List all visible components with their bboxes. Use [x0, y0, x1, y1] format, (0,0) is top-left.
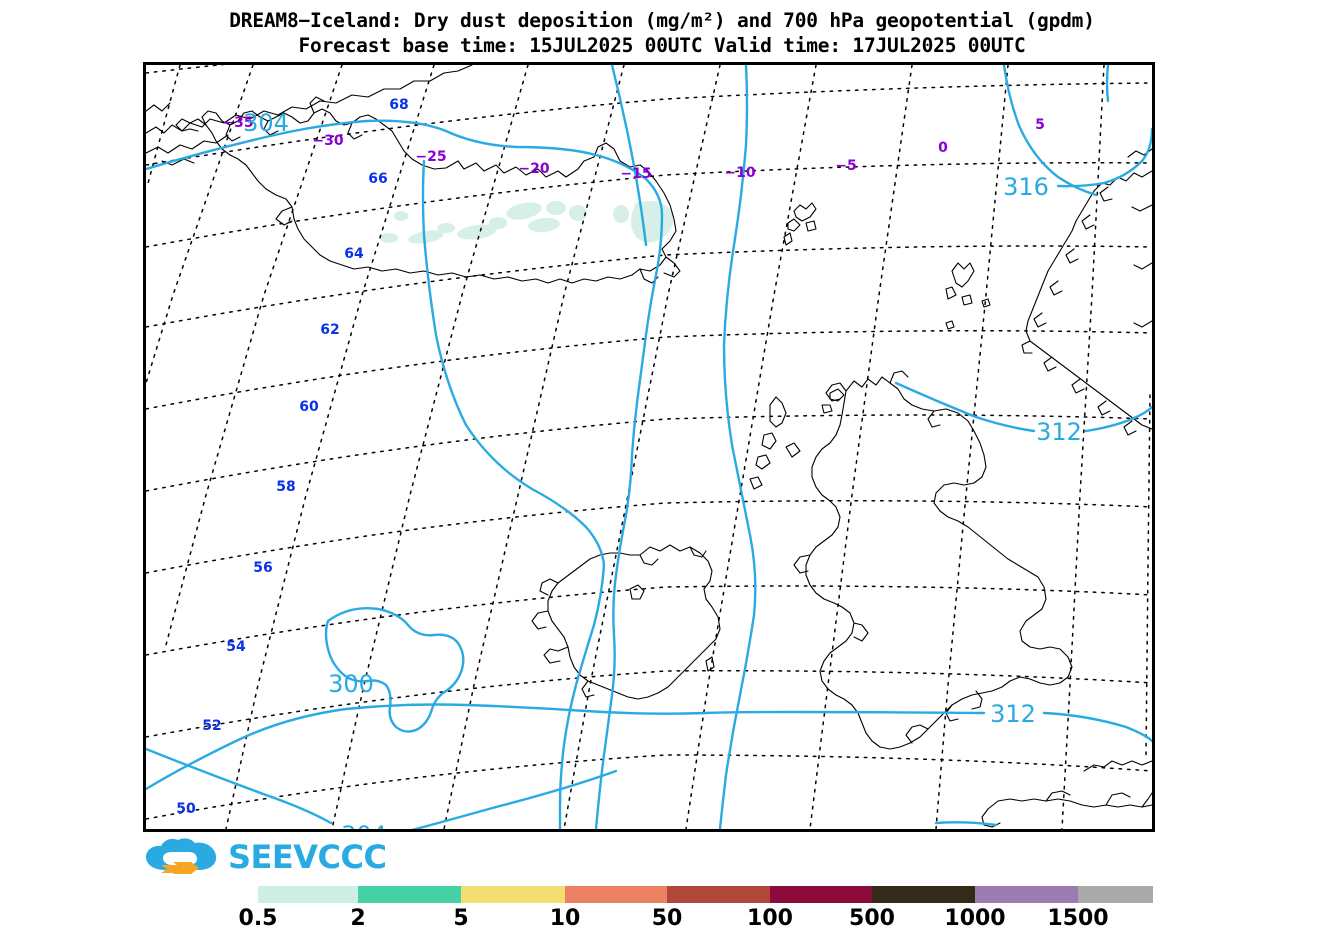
longitude-labels: −35 −30 −25 −20 −15 −10 −5 0 5: [222, 115, 1044, 182]
colorbar-tick-6: 500: [849, 906, 895, 931]
cloud-arrow-icon: [146, 838, 217, 874]
colorbar-band-5: [667, 886, 770, 903]
lat-label: 62: [320, 322, 339, 338]
map-panel: −35 −30 −25 −20 −15 −10 −5 0 5 68 66 64 …: [143, 62, 1155, 832]
lon-label: −15: [620, 166, 651, 182]
colorbar-tick-2: 5: [453, 906, 469, 931]
colorbar-band-2: [358, 886, 461, 903]
colorbar-tick-7: 1000: [944, 906, 1006, 931]
logo-text: SEEVCCC: [228, 838, 387, 876]
lon-label: −20: [518, 161, 549, 177]
lat-label: 64: [344, 246, 364, 262]
latitude-labels: 68 66 64 62 60 58 56 54 52 50: [176, 97, 408, 817]
lon-label: −35: [222, 115, 253, 131]
colorbar-legend: 0.5 2 5 10 50 100 500 1000 1500: [203, 886, 1153, 934]
colorbar-band-9: [1078, 886, 1153, 903]
colorbar-tick-8: 1500: [1047, 906, 1109, 931]
colorbar-tick-4: 50: [651, 906, 683, 931]
lat-label: 58: [276, 479, 295, 495]
lat-label: 60: [299, 399, 319, 415]
lon-label: −5: [835, 158, 856, 174]
colorbar-tick-3: 10: [549, 906, 581, 931]
colorbar-band-3: [461, 886, 565, 903]
graticule-meridians: [146, 65, 1151, 829]
lat-label: 66: [368, 171, 387, 187]
contour-label: 304: [243, 109, 289, 137]
contour-label: 300: [328, 670, 374, 698]
seevccc-logo: SEEVCCC: [143, 836, 387, 878]
contour-label: 312: [1036, 418, 1082, 446]
colorbar-band-6: [770, 886, 872, 903]
colorbar-bands: [203, 886, 1153, 903]
lat-label: 52: [202, 718, 221, 734]
lon-label: −30: [312, 133, 343, 149]
colorbar-band-0: [203, 886, 258, 903]
contour-value-labels: 304 316 312 300 312 304: [243, 109, 1082, 829]
colorbar-tick-1: 2: [350, 906, 366, 931]
map-canvas: −35 −30 −25 −20 −15 −10 −5 0 5 68 66 64 …: [146, 65, 1152, 829]
title-line-2: Forecast base time: 15JUL2025 00UTC Vali…: [298, 34, 1026, 57]
lat-label: 50: [176, 801, 196, 817]
lat-label: 56: [253, 560, 272, 576]
contour-label: 304: [341, 821, 387, 829]
colorbar-tick-5: 100: [747, 906, 793, 931]
lon-label: 0: [938, 140, 948, 156]
lon-label: −25: [415, 149, 446, 165]
lon-label: 5: [1035, 117, 1045, 133]
colorbar-band-7: [872, 886, 975, 903]
lon-label: −10: [724, 165, 755, 181]
colorbar-band-8: [975, 886, 1078, 903]
colorbar-tick-labels: 0.5 2 5 10 50 100 500 1000 1500: [203, 906, 1153, 934]
colorbar-band-4: [565, 886, 667, 903]
title-line-1: DREAM8−Iceland: Dry dust deposition (mg/…: [229, 9, 1095, 32]
contour-label: 312: [990, 700, 1036, 728]
geopotential-contour-layer: [146, 65, 1152, 829]
chart-title-block: DREAM8−Iceland: Dry dust deposition (mg/…: [0, 8, 1324, 58]
contour-label: 316: [1003, 173, 1049, 201]
colorbar-band-1: [258, 886, 358, 903]
lat-label: 68: [389, 97, 408, 113]
coastline-layer: [146, 65, 1152, 828]
lat-label: 54: [226, 639, 246, 655]
colorbar-tick-0: 0.5: [238, 906, 278, 931]
